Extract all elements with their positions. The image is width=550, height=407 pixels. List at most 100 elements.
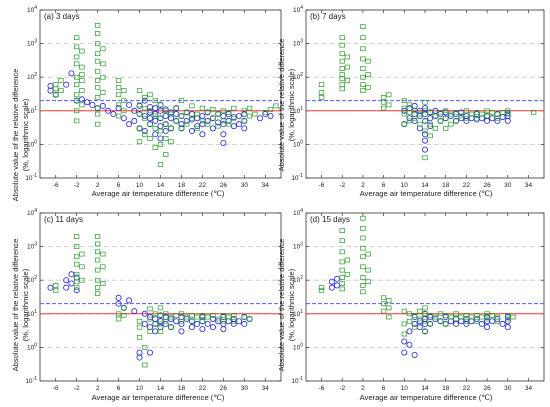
- data-point-square: [94, 234, 101, 239]
- data-point-square: [468, 111, 475, 117]
- data-point-circle: [504, 117, 511, 124]
- data-point-square: [443, 312, 449, 318]
- data-point-square: [121, 305, 127, 311]
- data-point-square: [401, 111, 407, 117]
- data-point-square: [339, 51, 345, 57]
- data-point-square: [365, 279, 371, 285]
- data-point-square: [339, 259, 345, 265]
- data-point-circle: [152, 117, 159, 124]
- data-point-square: [178, 318, 185, 324]
- data-point-square: [205, 121, 211, 127]
- data-point-square: [74, 82, 80, 88]
- data-point-square: [136, 318, 143, 324]
- y-tick-label: 101: [293, 106, 303, 115]
- data-point-circle: [499, 114, 506, 121]
- data-point-square: [360, 82, 366, 88]
- data-point-square: [360, 254, 366, 260]
- data-point-square: [406, 311, 413, 317]
- data-point-square: [74, 244, 80, 249]
- data-point-square: [360, 275, 366, 280]
- x-tick-label: -6: [319, 385, 325, 392]
- data-point-circle: [401, 349, 408, 356]
- data-point-circle: [468, 115, 475, 122]
- data-point-square: [318, 287, 325, 293]
- data-point-square: [401, 98, 407, 104]
- data-point-square: [422, 118, 428, 124]
- y-tick-label: 10-1: [291, 376, 303, 385]
- data-point-square: [427, 121, 433, 127]
- data-point-circle: [63, 81, 70, 88]
- data-point-square: [505, 111, 511, 117]
- data-point-square: [339, 286, 345, 292]
- panel-b-7-days: Absolute value of the relative differenc…: [277, 5, 545, 198]
- data-point-circle: [406, 328, 413, 335]
- data-point-square: [360, 245, 366, 251]
- data-point-square: [152, 321, 158, 327]
- x-tick-label: -2: [74, 182, 80, 189]
- x-tick-label: 10: [401, 385, 409, 392]
- data-point-square: [94, 241, 101, 247]
- data-point-square: [344, 257, 351, 263]
- x-tick-label: -2: [74, 385, 80, 392]
- data-point-square: [147, 108, 153, 114]
- data-point-square: [94, 58, 101, 64]
- data-point-square: [453, 311, 459, 317]
- data-point-square: [246, 105, 253, 111]
- x-tick-label: 30: [504, 182, 512, 189]
- y-axis-title-line1: Absolute value of the relative differenc…: [11, 69, 20, 202]
- data-point-square: [136, 126, 143, 131]
- data-point-square: [484, 113, 490, 119]
- data-point-square: [252, 111, 258, 117]
- data-point-square: [220, 108, 227, 114]
- data-point-square: [489, 109, 495, 115]
- data-point-square: [74, 254, 80, 260]
- data-point-circle: [199, 326, 206, 333]
- data-point-square: [94, 31, 101, 36]
- data-point-square: [380, 301, 387, 307]
- data-point-square: [380, 95, 387, 100]
- data-point-square: [94, 105, 101, 111]
- data-point-circle: [230, 123, 237, 130]
- x-tick-label: 10: [401, 182, 409, 189]
- data-point-square: [184, 109, 190, 115]
- data-point-square: [386, 298, 392, 303]
- y-tick-label: 103: [27, 242, 37, 251]
- data-point-square: [58, 88, 64, 93]
- data-point-square: [318, 82, 325, 88]
- data-point-square: [386, 102, 392, 108]
- data-point-square: [401, 121, 407, 127]
- data-point-square: [406, 102, 413, 108]
- data-point-circle: [188, 116, 195, 123]
- x-tick-label: 22: [199, 385, 207, 392]
- data-point-square: [427, 133, 433, 139]
- data-point-square: [246, 316, 253, 322]
- data-point-square: [142, 115, 148, 121]
- data-point-square: [94, 285, 101, 291]
- data-point-square: [100, 46, 106, 52]
- data-point-circle: [220, 121, 227, 128]
- data-point-square: [417, 111, 423, 117]
- data-point-circle: [267, 113, 274, 120]
- data-point-square: [479, 111, 485, 117]
- data-point-square: [422, 318, 428, 324]
- data-point-square: [437, 318, 444, 324]
- plot-frame: [39, 9, 282, 179]
- data-point-circle: [199, 113, 206, 120]
- y-tick-label: 10-1: [291, 173, 303, 182]
- data-point-circle: [131, 117, 138, 124]
- data-point-square: [401, 308, 407, 314]
- data-point-circle: [188, 324, 195, 331]
- data-point-circle: [157, 123, 164, 130]
- y-tick-label: 101: [293, 309, 303, 318]
- data-point-circle: [115, 294, 122, 301]
- data-point-square: [94, 267, 101, 273]
- plot-frame: [305, 9, 545, 179]
- data-point-square: [386, 314, 392, 320]
- data-point-circle: [167, 115, 174, 122]
- data-point-square: [74, 279, 80, 285]
- data-point-square: [199, 105, 206, 111]
- data-point-square: [184, 314, 190, 320]
- data-point-square: [194, 314, 200, 320]
- x-tick-label: 6: [117, 385, 121, 392]
- x-tick-label: 10: [136, 385, 144, 392]
